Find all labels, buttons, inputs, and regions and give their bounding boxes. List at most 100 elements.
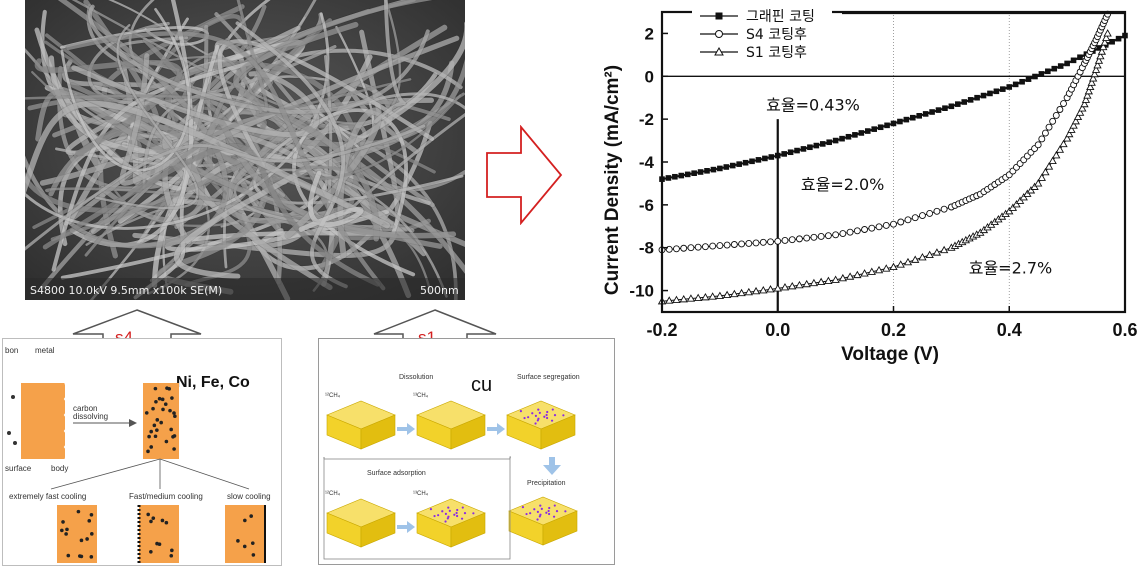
label-ch4-d: ¹³CH₄ xyxy=(413,491,429,497)
data-point xyxy=(736,161,742,167)
data-point xyxy=(680,244,688,252)
data-point xyxy=(1038,135,1046,143)
data-point xyxy=(1026,186,1036,194)
data-point xyxy=(874,265,884,274)
data-point xyxy=(1049,117,1057,125)
y-tick-label: -8 xyxy=(639,239,654,258)
data-point xyxy=(904,216,912,224)
data-point xyxy=(787,149,794,156)
data-point xyxy=(867,267,876,275)
y-tick-label: 0 xyxy=(645,67,654,86)
data-point xyxy=(766,285,775,293)
data-point xyxy=(781,151,787,157)
data-point xyxy=(846,228,854,236)
panel-title: Ni, Fe, Co xyxy=(176,374,250,391)
y-tick-label: -10 xyxy=(629,282,654,301)
data-point xyxy=(935,107,942,113)
data-point xyxy=(926,209,934,217)
data-point xyxy=(1080,99,1089,108)
data-point xyxy=(800,146,807,152)
data-point xyxy=(817,233,825,240)
data-point xyxy=(903,257,913,266)
data-point xyxy=(1023,189,1032,197)
data-point xyxy=(1077,54,1083,61)
data-point xyxy=(803,234,811,242)
label-slow-cooling: slow cooling xyxy=(227,492,271,501)
data-point xyxy=(1005,206,1014,215)
data-point xyxy=(1088,74,1098,82)
data-point xyxy=(882,264,891,272)
data-point xyxy=(717,165,723,172)
data-point xyxy=(909,114,916,121)
legend-entry: S1 코팅후 xyxy=(746,45,807,61)
data-point xyxy=(1081,95,1091,103)
data-point xyxy=(1019,78,1025,85)
label-carbon: carbon xyxy=(73,404,97,413)
data-point xyxy=(723,164,730,170)
efficiency-annotation: 효율=2.0% xyxy=(801,175,885,194)
data-point xyxy=(839,135,845,142)
data-point xyxy=(730,289,739,298)
data-point xyxy=(864,128,871,134)
data-point xyxy=(882,222,890,229)
carbon-dissolving-diagram: bon metal Ni, Fe, Co carbon dissolving s… xyxy=(5,346,271,563)
label-dissolving: dissolving xyxy=(73,412,108,421)
data-point xyxy=(701,243,709,251)
data-point xyxy=(942,105,948,111)
data-point xyxy=(774,152,781,159)
data-point xyxy=(723,241,731,249)
x-tick-label: 0.0 xyxy=(765,320,790,340)
data-point xyxy=(1012,81,1019,88)
series-3 xyxy=(657,29,1112,305)
data-point xyxy=(1052,150,1061,159)
label-medium-cooling: Fast/medium cooling xyxy=(129,492,203,501)
sem-fiber-texture xyxy=(5,0,484,308)
label-segregation: Surface segregation xyxy=(517,374,580,381)
data-point xyxy=(1084,86,1094,95)
data-point xyxy=(738,240,746,248)
data-point xyxy=(716,242,724,250)
data-point xyxy=(810,233,818,241)
label-dissolution: Dissolution xyxy=(399,374,433,381)
data-point xyxy=(715,291,725,299)
label-ch4-b: ¹³CH₄ xyxy=(413,393,429,399)
data-point xyxy=(1087,78,1096,86)
x-tick-label: 0.6 xyxy=(1112,320,1137,340)
data-point xyxy=(722,290,732,299)
x-tick-label: 0.4 xyxy=(997,320,1022,340)
data-point xyxy=(1048,156,1057,164)
label-body: body xyxy=(51,464,68,473)
data-point xyxy=(1062,134,1072,142)
data-point xyxy=(1055,145,1065,153)
data-point xyxy=(1100,38,1109,46)
label-fast-cooling: extremely fast cooling xyxy=(9,492,86,501)
data-point xyxy=(678,172,685,179)
label-metal: metal xyxy=(35,346,55,355)
data-point xyxy=(890,120,897,127)
data-point xyxy=(897,118,903,125)
data-point xyxy=(955,101,961,107)
data-point xyxy=(911,214,919,222)
label-ch4-c: ¹²CH₄ xyxy=(325,491,341,497)
data-point xyxy=(730,241,738,248)
data-point xyxy=(868,224,876,232)
jv-chart-svg: -0.2 0.0 0.2 0.4 0.6 2 0 -2 -4 -6 -8 -10 효율=0.43% 효율… xyxy=(602,6,1138,365)
data-point xyxy=(755,157,762,163)
data-point xyxy=(980,92,987,99)
data-point xyxy=(737,288,746,297)
sem-info-label: S4800 10.0kV 9.5mm x100k SE(M) xyxy=(30,284,223,297)
label-bon: bon xyxy=(5,346,18,355)
data-point xyxy=(1006,84,1013,90)
data-point xyxy=(1051,65,1058,72)
data-point xyxy=(877,124,884,131)
data-point xyxy=(896,260,905,268)
jv-chart: -0.2 0.0 0.2 0.4 0.6 2 0 -2 -4 -6 -8 -10 효율=0.43% 효율… xyxy=(590,0,1140,370)
data-point xyxy=(918,253,927,261)
data-point xyxy=(1102,33,1111,42)
y-axis-label: Current Density (mA/cm²) xyxy=(602,65,623,295)
data-point xyxy=(1090,69,1099,78)
data-point xyxy=(838,273,848,282)
data-point xyxy=(809,278,819,287)
data-point xyxy=(1065,129,1074,138)
data-point xyxy=(826,139,832,146)
